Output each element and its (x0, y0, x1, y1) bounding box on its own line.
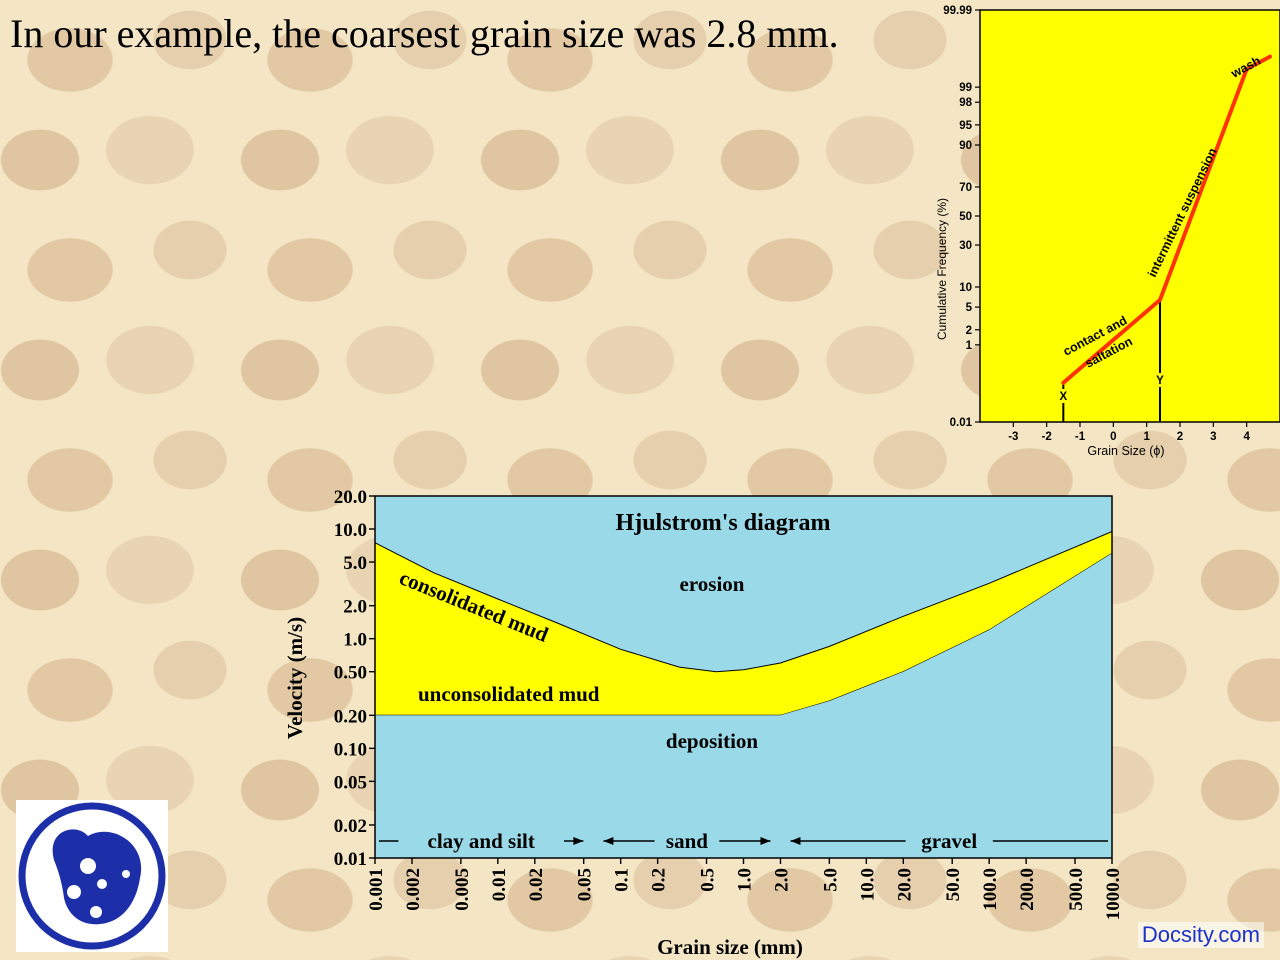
x-tick-label: 500.0 (1066, 868, 1087, 911)
x-axis-label: Grain size (mm) (657, 935, 803, 959)
x-axis-label: Grain Size (ϕ) (1087, 444, 1164, 458)
mud-band (374, 530, 1113, 716)
x-tick-label: -2 (1042, 431, 1052, 443)
hjulstrom-chart: 20.010.05.02.01.00.500.200.100.050.020.0… (283, 487, 1122, 959)
y-tick-label: 0.01 (334, 849, 367, 870)
x-tick-label: -1 (1075, 431, 1086, 443)
arrowhead-left (790, 837, 801, 845)
marker-label-bg (1057, 389, 1070, 403)
y-tick-label: 30 (959, 240, 972, 252)
y-tick-label: 98 (959, 97, 972, 109)
x-axis-ticks: -3 -2 -1 0 1 2 3 4 (1008, 422, 1250, 443)
y-tick-label: 5.0 (343, 553, 367, 574)
y-axis-ticks: 20.0 10.0 5.0 2.0 1.0 0.50 0.20 0.10 0.05 0.02 0.0… (334, 487, 375, 870)
y-tick-label: 90 (959, 140, 972, 152)
region-label-unconsolidated: unconsolidated mud (418, 682, 600, 706)
x-tick-label: 3 (1210, 431, 1216, 443)
y-tick-label: 0.05 (334, 772, 367, 793)
x-tick-label: 0.2 (649, 868, 670, 892)
y-tick-label: 2.0 (343, 597, 367, 618)
x-tick-label: 0 (1110, 431, 1116, 443)
x-tick-label: 0.001 (366, 868, 387, 911)
x-tick-label: 200.0 (1017, 868, 1038, 911)
y-tick-label: 95 (959, 120, 972, 132)
x-tick-label: 2.0 (771, 868, 792, 892)
y-tick-label: 99.99 (943, 5, 972, 17)
cumulative-frequency-chart: 99.99 99 98 95 90 70 50 30 10 5 2 1 0.01 -3 -2 -1 0 1 2 3 4… (935, 5, 1280, 458)
marker-label-bg (1154, 373, 1166, 387)
x-tick-label: 100.0 (980, 868, 1001, 911)
x-tick-label: 1 (1143, 431, 1150, 443)
marker-lines: XY (1057, 299, 1166, 422)
y-tick-label: 10.0 (334, 520, 367, 541)
plot-area (979, 9, 1280, 423)
x-tick-label: 0.01 (489, 868, 510, 901)
credit-link[interactable]: Docsity.com (1137, 922, 1264, 948)
x-tick-label: 5.0 (820, 868, 841, 892)
arrowhead-right (573, 837, 584, 845)
y-axis-ticks: 99.99 99 98 95 90 70 50 30 10 5 2 1 0.01 (943, 5, 980, 429)
x-tick-label: 50.0 (943, 868, 964, 901)
y-tick-label: 0.02 (334, 816, 367, 837)
y-tick-label: 20.0 (334, 487, 367, 508)
x-tick-label: 20.0 (894, 868, 915, 901)
y-tick-label: 0.50 (334, 663, 367, 684)
deposition-region (375, 553, 1112, 858)
y-tick-label: 5 (966, 302, 973, 314)
y-tick-label: 0.10 (334, 739, 367, 760)
x-tick-label: 1.0 (735, 868, 756, 892)
x-tick-label: 0.5 (698, 868, 719, 892)
x-tick-label: 0.1 (612, 868, 633, 892)
x-tick-label: 0.005 (452, 868, 473, 911)
x-tick-label: 4 (1243, 431, 1250, 443)
y-tick-label: 0.20 (334, 706, 367, 727)
x-axis-ticks: 0.001 0.002 0.005 0.01 0.02 0.05 0.1 0.2 0.5 1.0 2… (366, 858, 1122, 920)
size-class-bar: clay and silt sand gravel (379, 829, 1108, 853)
headline: In our example, the coarsest grain size … (10, 11, 839, 56)
y-tick-label: 2 (966, 325, 972, 337)
x-tick-label: -3 (1008, 431, 1018, 443)
y-tick-label: 10 (959, 282, 972, 294)
size-class-label: clay and silt (428, 829, 535, 853)
size-class-label: sand (666, 829, 708, 853)
region-label-deposition: deposition (666, 729, 759, 753)
y-axis-label: Velocity (m/s) (283, 617, 307, 739)
chart-title: Hjulstrom's diagram (616, 510, 831, 536)
x-tick-label: 10.0 (857, 868, 878, 901)
x-tick-label: 1000.0 (1103, 868, 1122, 920)
y-tick-label: 50 (959, 211, 972, 223)
y-tick-label: 1 (966, 340, 973, 352)
arrowhead-right (760, 837, 771, 845)
y-tick-label: 0.01 (950, 417, 973, 429)
logo-icon (16, 800, 168, 952)
y-axis-label: Cumulative Frequency (%) (935, 198, 949, 340)
arrowhead-left (603, 837, 614, 845)
y-tick-label: 1.0 (343, 630, 367, 651)
marker-label: X (1059, 391, 1067, 403)
region-label-erosion: erosion (680, 572, 745, 596)
x-tick-label: 2 (1177, 431, 1183, 443)
x-tick-label: 0.02 (526, 868, 547, 901)
series-line (1061, 54, 1272, 385)
y-tick-label: 99 (959, 82, 972, 94)
size-class-label: gravel (921, 829, 977, 853)
x-tick-label: 0.05 (575, 868, 596, 901)
x-tick-label: 0.002 (403, 868, 424, 911)
marker-label: Y (1156, 375, 1164, 387)
y-tick-label: 70 (959, 182, 972, 194)
